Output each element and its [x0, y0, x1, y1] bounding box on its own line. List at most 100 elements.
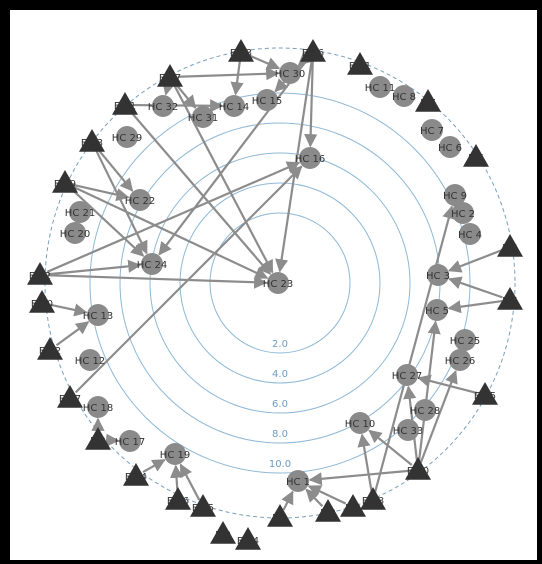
- node-label: HC 24: [137, 260, 167, 271]
- node-label: HC 22: [125, 196, 155, 207]
- node-e12[interactable]: E 12: [37, 337, 63, 360]
- node-hc6[interactable]: HC 6: [438, 136, 462, 158]
- node-hc17[interactable]: HC 17: [115, 430, 145, 452]
- node-label: E 8: [215, 530, 231, 541]
- node-hc23[interactable]: HC 23: [263, 272, 293, 294]
- node-label: HC 28: [410, 406, 440, 417]
- node-label: HC 33: [393, 426, 423, 437]
- node-e18[interactable]: E 18: [360, 487, 386, 510]
- ring-label: 10.0: [269, 459, 291, 470]
- ring-labels: 10.0 8.0 6.0 4.0 2.0: [269, 339, 291, 470]
- node-e15[interactable]: E 15: [190, 494, 216, 517]
- node-label: HC 7: [420, 126, 444, 137]
- node-e19[interactable]: E 19: [52, 170, 78, 193]
- node-label: E 22: [29, 271, 51, 282]
- node-label: E 23: [81, 138, 103, 149]
- node-e26[interactable]: E 26: [300, 39, 326, 62]
- node-label: E 1: [272, 513, 288, 524]
- node-e6[interactable]: E 6: [463, 144, 489, 167]
- node-label: E 21: [114, 101, 136, 112]
- node-label: E 25: [474, 391, 496, 402]
- node-hc15[interactable]: HC 15: [252, 89, 282, 111]
- edge-arrow: [181, 465, 200, 500]
- edge-arrow: [178, 73, 278, 76]
- node-hc1[interactable]: HC 1: [286, 470, 310, 492]
- ring-label: 2.0: [272, 339, 288, 350]
- node-e13[interactable]: E 13: [228, 39, 254, 62]
- node-hc27[interactable]: HC 27: [392, 364, 422, 386]
- edge-arrow: [284, 492, 293, 510]
- radial-network-graph: 10.0 8.0 6.0 4.0 2.0 E 13 E 26 E 27 E 11 E 21 E 7…: [10, 10, 537, 560]
- node-e8[interactable]: E 8: [210, 521, 236, 544]
- node-hc7[interactable]: HC 7: [420, 119, 444, 141]
- node-hc26[interactable]: HC 26: [445, 349, 475, 371]
- node-hc24[interactable]: HC 24: [137, 253, 167, 275]
- node-hc29[interactable]: HC 29: [112, 126, 142, 148]
- node-label: HC 2: [451, 209, 475, 220]
- ring-label: 6.0: [272, 399, 288, 410]
- edge-arrow: [72, 186, 267, 278]
- node-label: HC 30: [275, 69, 305, 80]
- node-label: E 3: [320, 508, 336, 519]
- edge-arrow: [48, 275, 266, 282]
- node-hc33[interactable]: HC 33: [393, 419, 423, 441]
- node-hc3[interactable]: HC 3: [426, 264, 450, 286]
- node-hc22[interactable]: HC 22: [125, 189, 155, 211]
- node-hc18[interactable]: HC 18: [83, 396, 113, 418]
- edge-arrow: [56, 322, 88, 345]
- node-e14[interactable]: E 14: [123, 463, 149, 486]
- node-e20[interactable]: E 20: [405, 457, 431, 480]
- node-label: HC 18: [83, 403, 113, 414]
- node-hc11[interactable]: HC 11: [365, 76, 395, 98]
- node-hc5[interactable]: HC 5: [425, 299, 449, 321]
- node-e10[interactable]: E 10: [29, 290, 55, 313]
- node-label: HC 13: [83, 311, 113, 322]
- node-label: E 10: [31, 299, 53, 310]
- node-label: E 14: [125, 472, 147, 483]
- node-label: HC 25: [450, 336, 480, 347]
- node-label: E 11: [349, 61, 371, 72]
- node-e1[interactable]: E 1: [267, 504, 293, 527]
- node-label: E 15: [192, 503, 214, 514]
- edge-arrow: [143, 460, 165, 472]
- node-hc19[interactable]: HC 19: [160, 443, 190, 465]
- node-hc21[interactable]: HC 21: [65, 201, 95, 223]
- ring-label: 8.0: [272, 429, 288, 440]
- node-label: HC 32: [148, 102, 178, 113]
- node-label: HC 11: [365, 83, 395, 94]
- node-hc31[interactable]: HC 31: [188, 106, 218, 128]
- edge-arrow: [449, 250, 502, 271]
- edge-arrow: [310, 471, 410, 480]
- node-e21[interactable]: E 21: [112, 92, 138, 115]
- node-e9[interactable]: E 9: [85, 427, 111, 450]
- node-e7[interactable]: E 7: [415, 89, 441, 112]
- node-e23[interactable]: E 23: [79, 129, 105, 152]
- node-label: HC 12: [75, 356, 105, 367]
- node-e5[interactable]: E 5: [497, 287, 523, 310]
- node-label: HC 31: [188, 113, 218, 124]
- node-label: HC 19: [160, 450, 190, 461]
- node-e25[interactable]: E 25: [472, 382, 498, 405]
- node-label: E 27: [159, 73, 181, 84]
- node-e4[interactable]: E 4: [497, 234, 523, 257]
- node-label: HC 26: [445, 356, 475, 367]
- node-label: HC 3: [426, 271, 450, 282]
- node-label: HC 9: [443, 191, 467, 202]
- node-hc20[interactable]: HC 20: [60, 222, 90, 244]
- node-label: E 13: [230, 48, 252, 59]
- node-label: E 7: [420, 98, 436, 109]
- node-hc14[interactable]: HC 14: [219, 95, 249, 117]
- node-hc32[interactable]: HC 32: [148, 95, 178, 117]
- node-e11[interactable]: E 11: [347, 52, 373, 75]
- ring-label: 4.0: [272, 369, 288, 380]
- node-label: HC 6: [438, 143, 462, 154]
- node-hc16[interactable]: HC 16: [295, 147, 325, 169]
- node-label: HC 23: [263, 279, 293, 290]
- node-e27[interactable]: E 27: [157, 64, 183, 87]
- node-label: HC 29: [112, 133, 142, 144]
- node-hc25[interactable]: HC 25: [450, 329, 480, 351]
- edge-arrow: [362, 435, 372, 492]
- node-e24[interactable]: E 24: [235, 527, 261, 550]
- node-e22[interactable]: E 22: [27, 262, 53, 285]
